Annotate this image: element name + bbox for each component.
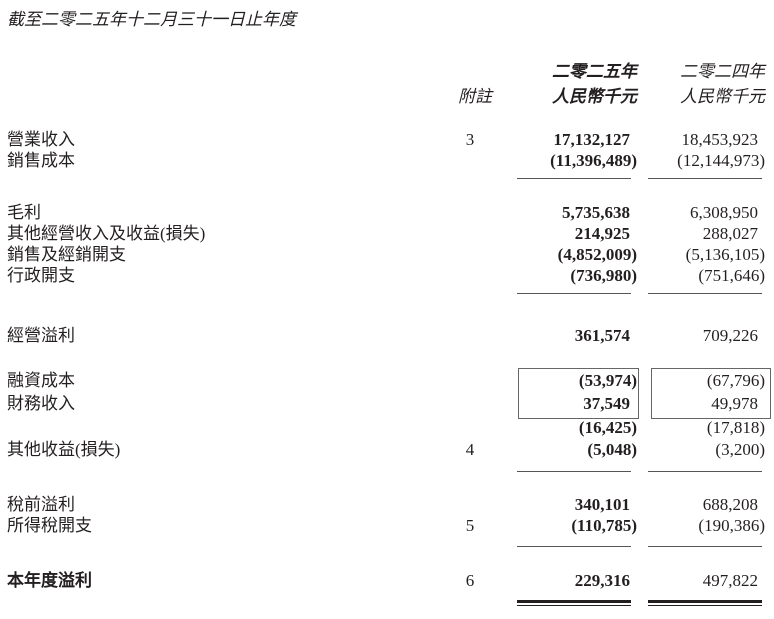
value-2025: (53,974): [578, 371, 637, 390]
value-2024: 18,453,923: [681, 130, 759, 149]
row-note: 6: [465, 571, 475, 590]
value-2024: (751,646): [698, 266, 765, 285]
value-2024: 497,822: [702, 571, 758, 590]
value-2025: 5,735,638: [562, 203, 630, 222]
value-2024: (3,200): [715, 440, 765, 459]
row-label: 所得稅開支: [7, 516, 92, 535]
finance-box-2025: [518, 368, 639, 419]
subtotal-rule: [648, 546, 762, 547]
row-label: 經營溢利: [7, 326, 75, 345]
value-2025: 340,101: [574, 495, 630, 514]
value-2025: (11,396,489): [550, 151, 637, 170]
value-2025: 361,574: [574, 326, 630, 345]
value-2024: 49,978: [711, 394, 758, 413]
value-2025: (4,852,009): [557, 245, 637, 264]
subtotal-rule: [517, 546, 631, 547]
row-label: 稅前溢利: [7, 495, 75, 514]
value-2024: (12,144,973): [677, 151, 765, 170]
row-note: 3: [465, 130, 475, 149]
value-2024: (17,818): [706, 418, 765, 437]
statement-period-title: 截至二零二五年十二月三十一日止年度: [7, 10, 296, 29]
row-label: 營業收入: [7, 130, 75, 149]
subtotal-rule: [517, 471, 631, 472]
row-note: 4: [465, 440, 475, 459]
value-2024: (67,796): [706, 371, 765, 390]
total-double-rule: [517, 600, 631, 606]
subtotal-rule: [648, 293, 762, 294]
value-2024: 688,208: [702, 495, 758, 514]
col1-unit-header: 人民幣千元: [552, 87, 637, 106]
value-2025: 17,132,127: [553, 130, 631, 149]
value-2025: (16,425): [578, 418, 637, 437]
note-header: 附註: [458, 87, 492, 106]
value-2024: (190,386): [698, 516, 765, 535]
col2-year-header: 二零二四年: [680, 62, 765, 81]
row-label: 其他經營收入及收益(損失): [7, 224, 206, 243]
row-note: 5: [465, 516, 475, 535]
row-label: 財務收入: [7, 394, 75, 413]
row-label: 銷售及經銷開支: [7, 245, 126, 264]
value-2025: 37,549: [583, 394, 630, 413]
row-label: 本年度溢利: [7, 571, 92, 590]
subtotal-rule: [648, 471, 762, 472]
value-2024: 288,027: [702, 224, 758, 243]
value-2025: 214,925: [574, 224, 630, 243]
value-2025: (736,980): [570, 266, 637, 285]
value-2025: (5,048): [587, 440, 637, 459]
value-2025: 229,316: [574, 571, 630, 590]
value-2025: (110,785): [571, 516, 637, 535]
value-2024: 6,308,950: [690, 203, 758, 222]
total-double-rule: [648, 600, 762, 606]
row-label: 毛利: [7, 203, 41, 222]
subtotal-rule: [517, 178, 631, 179]
value-2024: (5,136,105): [685, 245, 765, 264]
row-label: 其他收益(損失): [7, 440, 121, 459]
col2-unit-header: 人民幣千元: [680, 87, 765, 106]
finance-box-2024: [651, 368, 771, 419]
row-label: 融資成本: [7, 371, 75, 390]
row-label: 行政開支: [7, 266, 75, 285]
value-2024: 709,226: [702, 326, 758, 345]
subtotal-rule: [517, 293, 631, 294]
row-label: 銷售成本: [7, 151, 75, 170]
subtotal-rule: [648, 178, 762, 179]
col1-year-header: 二零二五年: [552, 62, 637, 81]
